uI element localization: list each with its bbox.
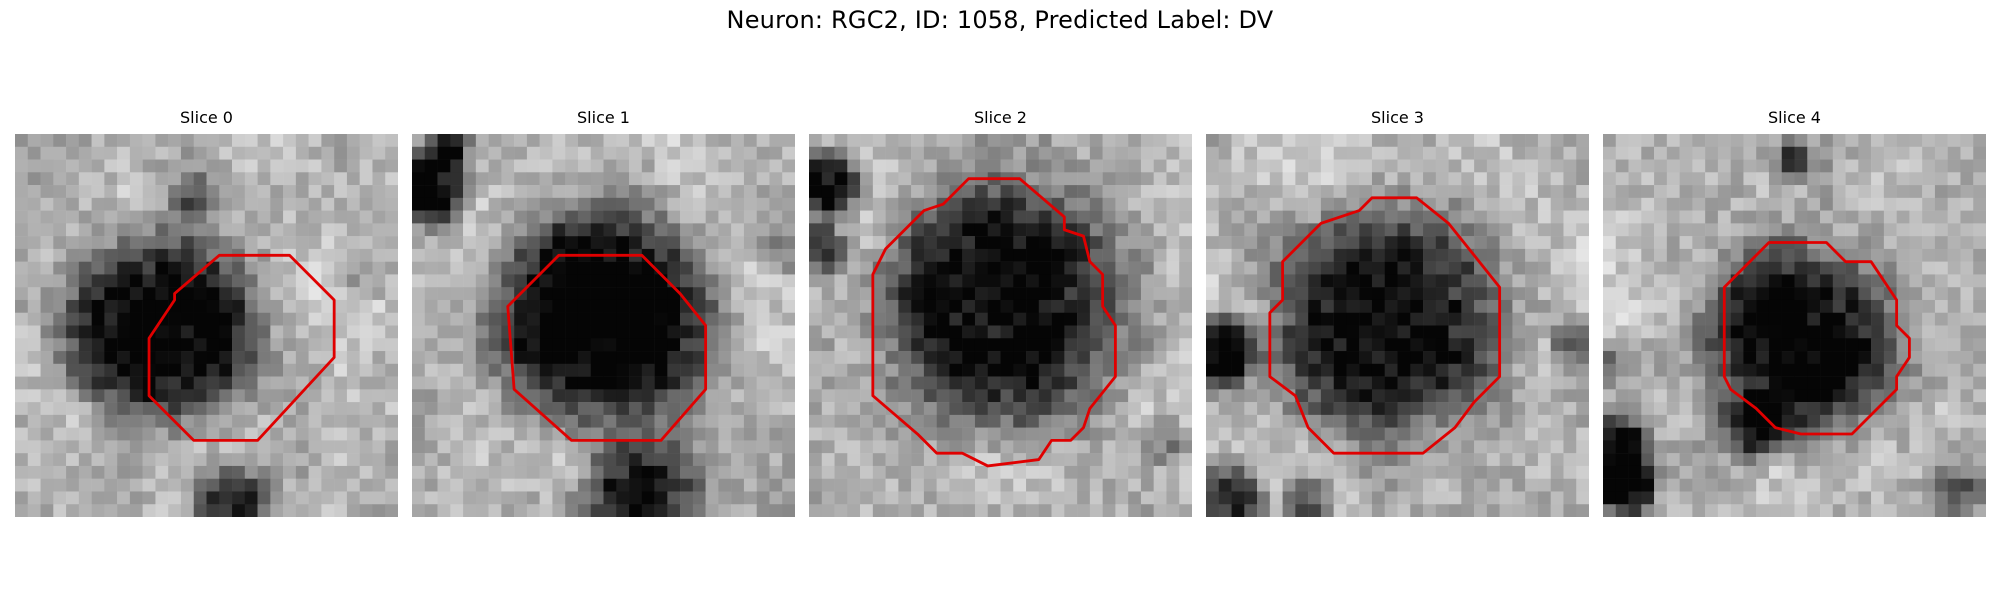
slice-title: Slice 3 xyxy=(1371,108,1424,127)
slice-image xyxy=(1206,134,1589,517)
slice-title: Slice 1 xyxy=(577,108,630,127)
slice-image xyxy=(1603,134,1986,517)
slice-title: Slice 2 xyxy=(974,108,1027,127)
slice-title: Slice 4 xyxy=(1768,108,1821,127)
cell-contour-outline xyxy=(506,253,708,442)
slice-title: Slice 0 xyxy=(180,108,233,127)
slice-image xyxy=(15,134,398,517)
figure-title: Neuron: RGC2, ID: 1058, Predicted Label:… xyxy=(726,6,1274,34)
slice-image xyxy=(809,134,1192,517)
cell-contour-outline xyxy=(1722,241,1911,436)
slice-image xyxy=(412,134,795,517)
cell-contour-outline xyxy=(871,177,1117,468)
cell-contour-outline xyxy=(1268,196,1502,455)
cell-contour-outline xyxy=(147,253,336,442)
